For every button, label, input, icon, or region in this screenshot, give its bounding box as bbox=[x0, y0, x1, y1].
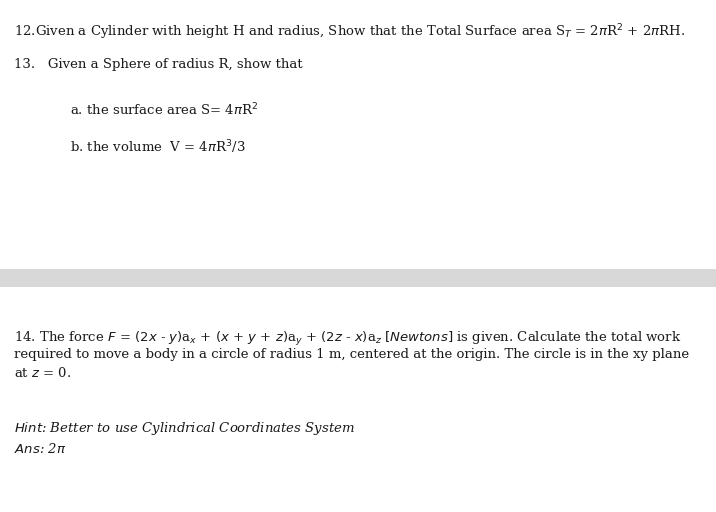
Text: b. the volume  V = 4$\pi$R$^3$/3: b. the volume V = 4$\pi$R$^3$/3 bbox=[70, 138, 246, 156]
Text: required to move a body in a circle of radius 1 m, centered at the origin. The c: required to move a body in a circle of r… bbox=[14, 348, 689, 361]
Text: at $z$ = 0.: at $z$ = 0. bbox=[14, 366, 72, 380]
Text: $\it{Ans}$: 2$\pi$: $\it{Ans}$: 2$\pi$ bbox=[14, 442, 67, 456]
Text: a. the surface area S= 4$\pi$R$^2$: a. the surface area S= 4$\pi$R$^2$ bbox=[70, 102, 258, 119]
Text: 13.   Given a Sphere of radius R, show that: 13. Given a Sphere of radius R, show tha… bbox=[14, 58, 303, 71]
Text: $\it{Hint}$: Better to use Cylindrical Coordinates System: $\it{Hint}$: Better to use Cylindrical C… bbox=[14, 420, 355, 437]
Bar bbox=[0, 269, 716, 287]
Text: 12.Given a Cylinder with height H and radius, Show that the Total Surface area S: 12.Given a Cylinder with height H and ra… bbox=[14, 22, 685, 41]
Text: 14. The force $F$ = $(2x$ - $y)$a$_x$ + $(x$ + $y$ + $z)$a$_y$ + $(2z$ - $x)$a$_: 14. The force $F$ = $(2x$ - $y)$a$_x$ + … bbox=[14, 330, 682, 348]
